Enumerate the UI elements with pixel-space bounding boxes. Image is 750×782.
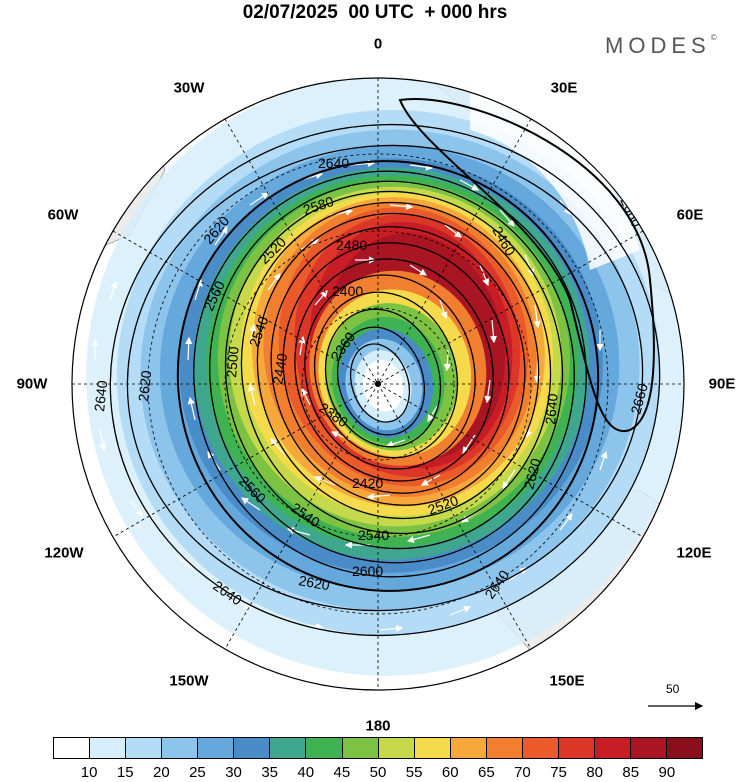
lon-label-60e: 60E: [676, 206, 704, 224]
map-title: 02/07/2025 00 UTC + 000 hrs: [242, 2, 508, 23]
contour-label: 2420: [352, 475, 383, 491]
copyright-mark: ©: [710, 33, 717, 42]
lon-label-90w: 90W: [16, 375, 48, 393]
colorbar-swatch: [54, 738, 91, 758]
colorbar: [53, 737, 703, 759]
colorbar-swatch: [126, 738, 163, 758]
colorbar-tick-label: 15: [116, 764, 134, 781]
lon-label-0: 0: [373, 35, 383, 53]
contour-label: 2660: [627, 381, 651, 415]
colorbar-tick-label: 10: [80, 764, 98, 781]
colorbar-tick-label: 75: [550, 764, 567, 781]
lon-label-150e: 150E: [549, 672, 585, 690]
vector-scale-label: 50: [666, 682, 680, 696]
brand-logo: MODES©: [605, 33, 717, 59]
colorbar-swatch: [270, 738, 307, 758]
lon-label-120w: 120W: [44, 544, 84, 562]
height-contours: [109, 98, 661, 637]
contour-label: 2480: [336, 237, 367, 253]
contour-label: 2620: [297, 572, 331, 593]
contour-label: 2600: [352, 563, 383, 579]
contour-label: 2620: [520, 456, 544, 490]
colorbar-swatch: [414, 738, 451, 758]
colorbar-swatch: [90, 738, 127, 758]
lon-label-150w: 150W: [169, 672, 209, 690]
brand-name: MODES: [605, 33, 711, 58]
colorbar-swatch: [558, 738, 595, 758]
colorbar-tick-label: 35: [261, 764, 278, 781]
vector-scale: 50: [646, 682, 706, 712]
colorbar-tick-label: 25: [189, 764, 206, 781]
colorbar-swatch: [198, 738, 235, 758]
lon-label-30e: 30E: [550, 79, 578, 97]
colorbar-swatch: [594, 738, 631, 758]
contour-label: 2620: [135, 369, 154, 402]
colorbar-tick-label: 55: [405, 764, 423, 781]
colorbar-tick-label: 60: [441, 764, 459, 781]
colorbar-tick-label: 45: [333, 764, 351, 781]
colorbar-swatch: [342, 738, 379, 758]
contour-label: 2540: [358, 527, 389, 543]
colorbar-tick-label: 20: [152, 764, 170, 781]
contour-label: 2500: [223, 346, 242, 379]
colorbar-tick-label: 50: [369, 764, 387, 781]
lon-label-120e: 120E: [676, 544, 712, 562]
lon-label-60w: 60W: [47, 206, 79, 224]
contour-label: 2400: [332, 283, 363, 299]
colorbar-swatch: [450, 738, 487, 758]
contour-label: 2640: [318, 155, 349, 171]
colorbar-tick-label: 90: [658, 764, 676, 781]
lon-label-90e: 90E: [708, 375, 736, 393]
colorbar-swatch: [667, 738, 703, 758]
colorbar-tick-label: 65: [477, 764, 495, 781]
colorbar-swatch: [234, 738, 271, 758]
colorbar-swatch: [486, 738, 523, 758]
contour-label: 2640: [91, 379, 110, 412]
colorbar-swatch: [162, 738, 199, 758]
colorbar-tick-label: 30: [225, 764, 242, 781]
lon-label-180: 180: [365, 717, 391, 735]
contour-label: 2440: [269, 352, 290, 386]
colorbar-tick-label: 85: [622, 764, 640, 781]
colorbar-tick-label: 70: [514, 764, 531, 781]
colorbar-tick-label: 80: [586, 764, 603, 781]
colorbar-tick-label: 40: [297, 764, 315, 781]
colorbar-swatch: [306, 738, 343, 758]
lon-label-30w: 30W: [173, 79, 205, 97]
colorbar-swatch: [631, 738, 668, 758]
colorbar-swatch: [522, 738, 559, 758]
colorbar-swatch: [378, 738, 415, 758]
contour-label: 2640: [542, 393, 561, 426]
